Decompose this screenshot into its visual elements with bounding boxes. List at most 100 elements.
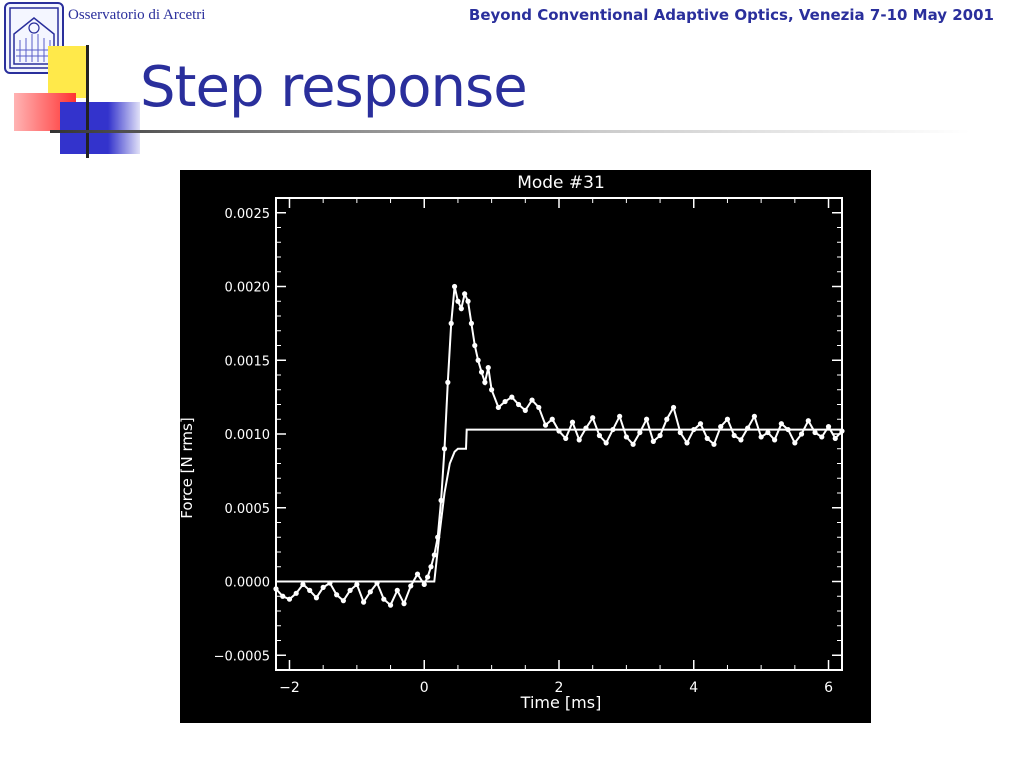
data-point bbox=[441, 446, 448, 452]
data-point bbox=[489, 387, 495, 393]
data-point bbox=[576, 437, 582, 443]
data-point bbox=[556, 428, 562, 434]
data-point bbox=[751, 413, 758, 419]
data-point bbox=[738, 437, 744, 443]
x-tick-label: −2 bbox=[279, 680, 300, 696]
data-point bbox=[387, 602, 394, 608]
data-point bbox=[765, 429, 771, 436]
data-point bbox=[367, 589, 373, 595]
data-point bbox=[839, 428, 845, 434]
y-tick-label: 0.0000 bbox=[225, 576, 271, 591]
data-point bbox=[792, 440, 798, 446]
x-tick-label: 4 bbox=[689, 680, 698, 696]
x-tick-label: 0 bbox=[420, 680, 429, 696]
data-point bbox=[515, 401, 522, 408]
data-point bbox=[724, 416, 731, 422]
data-point bbox=[401, 601, 407, 607]
data-point bbox=[320, 584, 326, 590]
chart-svg: Mode #31 Time [ms] Force [N rms] −2 0 2 4 6 −… bbox=[180, 173, 845, 712]
data-point bbox=[650, 438, 656, 444]
data-point bbox=[529, 397, 535, 403]
data-point bbox=[825, 424, 832, 430]
y-axis-label: Force [N rms] bbox=[180, 417, 196, 518]
data-point bbox=[495, 404, 501, 411]
data-point bbox=[643, 416, 650, 422]
data-point bbox=[596, 432, 603, 439]
data-point bbox=[273, 586, 279, 592]
data-point bbox=[798, 431, 805, 437]
observatory-logo-icon bbox=[4, 2, 64, 74]
data-point bbox=[431, 552, 437, 558]
data-point bbox=[691, 426, 697, 433]
data-point bbox=[360, 599, 367, 605]
x-tick-label: 2 bbox=[555, 680, 564, 696]
y-tick-label: 0.0025 bbox=[225, 207, 271, 222]
data-point bbox=[313, 595, 320, 601]
data-point bbox=[425, 574, 431, 580]
data-point bbox=[462, 291, 468, 297]
y-tick-label: 0.0015 bbox=[225, 354, 271, 369]
data-point bbox=[394, 587, 400, 593]
data-point bbox=[670, 404, 677, 411]
data-point bbox=[832, 435, 838, 442]
data-point bbox=[778, 421, 784, 427]
data-point bbox=[664, 416, 670, 422]
reference-step-line bbox=[276, 428, 842, 583]
data-point bbox=[542, 422, 549, 428]
y-tick-label: 0.0020 bbox=[225, 281, 271, 296]
data-point bbox=[381, 596, 387, 602]
data-point bbox=[603, 440, 609, 446]
data-point bbox=[280, 593, 286, 599]
x-axis-label: Time [ms] bbox=[520, 693, 602, 712]
data-point bbox=[354, 581, 360, 588]
data-point bbox=[522, 407, 528, 413]
data-point bbox=[772, 437, 778, 443]
data-point bbox=[445, 379, 451, 385]
data-point bbox=[293, 590, 299, 596]
data-point bbox=[805, 418, 811, 424]
data-point bbox=[731, 432, 737, 439]
data-point bbox=[657, 432, 663, 439]
data-point bbox=[307, 587, 313, 593]
decor-blue-square bbox=[60, 102, 140, 154]
data-point bbox=[718, 424, 724, 430]
data-point bbox=[677, 429, 683, 436]
data-point bbox=[617, 413, 623, 419]
conference-title: Beyond Conventional Adaptive Optics, Ven… bbox=[468, 6, 994, 24]
data-point bbox=[758, 434, 764, 440]
decor-vertical-line bbox=[86, 45, 89, 158]
data-point bbox=[478, 369, 485, 375]
data-point bbox=[536, 404, 542, 411]
data-point bbox=[408, 583, 414, 589]
data-point bbox=[455, 298, 461, 304]
data-point bbox=[637, 429, 643, 436]
plot-frame bbox=[275, 197, 843, 671]
data-point bbox=[374, 580, 380, 586]
data-point bbox=[482, 379, 488, 385]
y-tick-label: −0.0005 bbox=[214, 649, 270, 664]
data-point bbox=[435, 534, 441, 540]
data-point bbox=[630, 441, 636, 447]
data-point bbox=[438, 497, 444, 503]
measured-response-line bbox=[275, 286, 843, 607]
data-point bbox=[485, 365, 491, 371]
data-point bbox=[745, 425, 751, 431]
data-point bbox=[812, 429, 818, 436]
data-point bbox=[711, 441, 717, 447]
data-point bbox=[428, 564, 434, 570]
data-point bbox=[421, 581, 427, 588]
data-point bbox=[472, 342, 478, 349]
data-point bbox=[340, 598, 346, 604]
data-point bbox=[448, 320, 454, 326]
data-point bbox=[468, 320, 475, 326]
step-response-plot: Mode #31 Time [ms] Force [N rms] −2 0 2 4 6 −… bbox=[180, 170, 871, 723]
data-point bbox=[684, 440, 690, 446]
data-point bbox=[610, 426, 616, 433]
x-tick-label: 6 bbox=[824, 680, 833, 696]
data-point bbox=[623, 434, 629, 440]
data-point bbox=[697, 421, 704, 427]
data-point bbox=[590, 415, 596, 421]
data-point bbox=[549, 416, 555, 422]
data-point bbox=[334, 592, 340, 598]
decor-yellow-square bbox=[48, 46, 88, 98]
